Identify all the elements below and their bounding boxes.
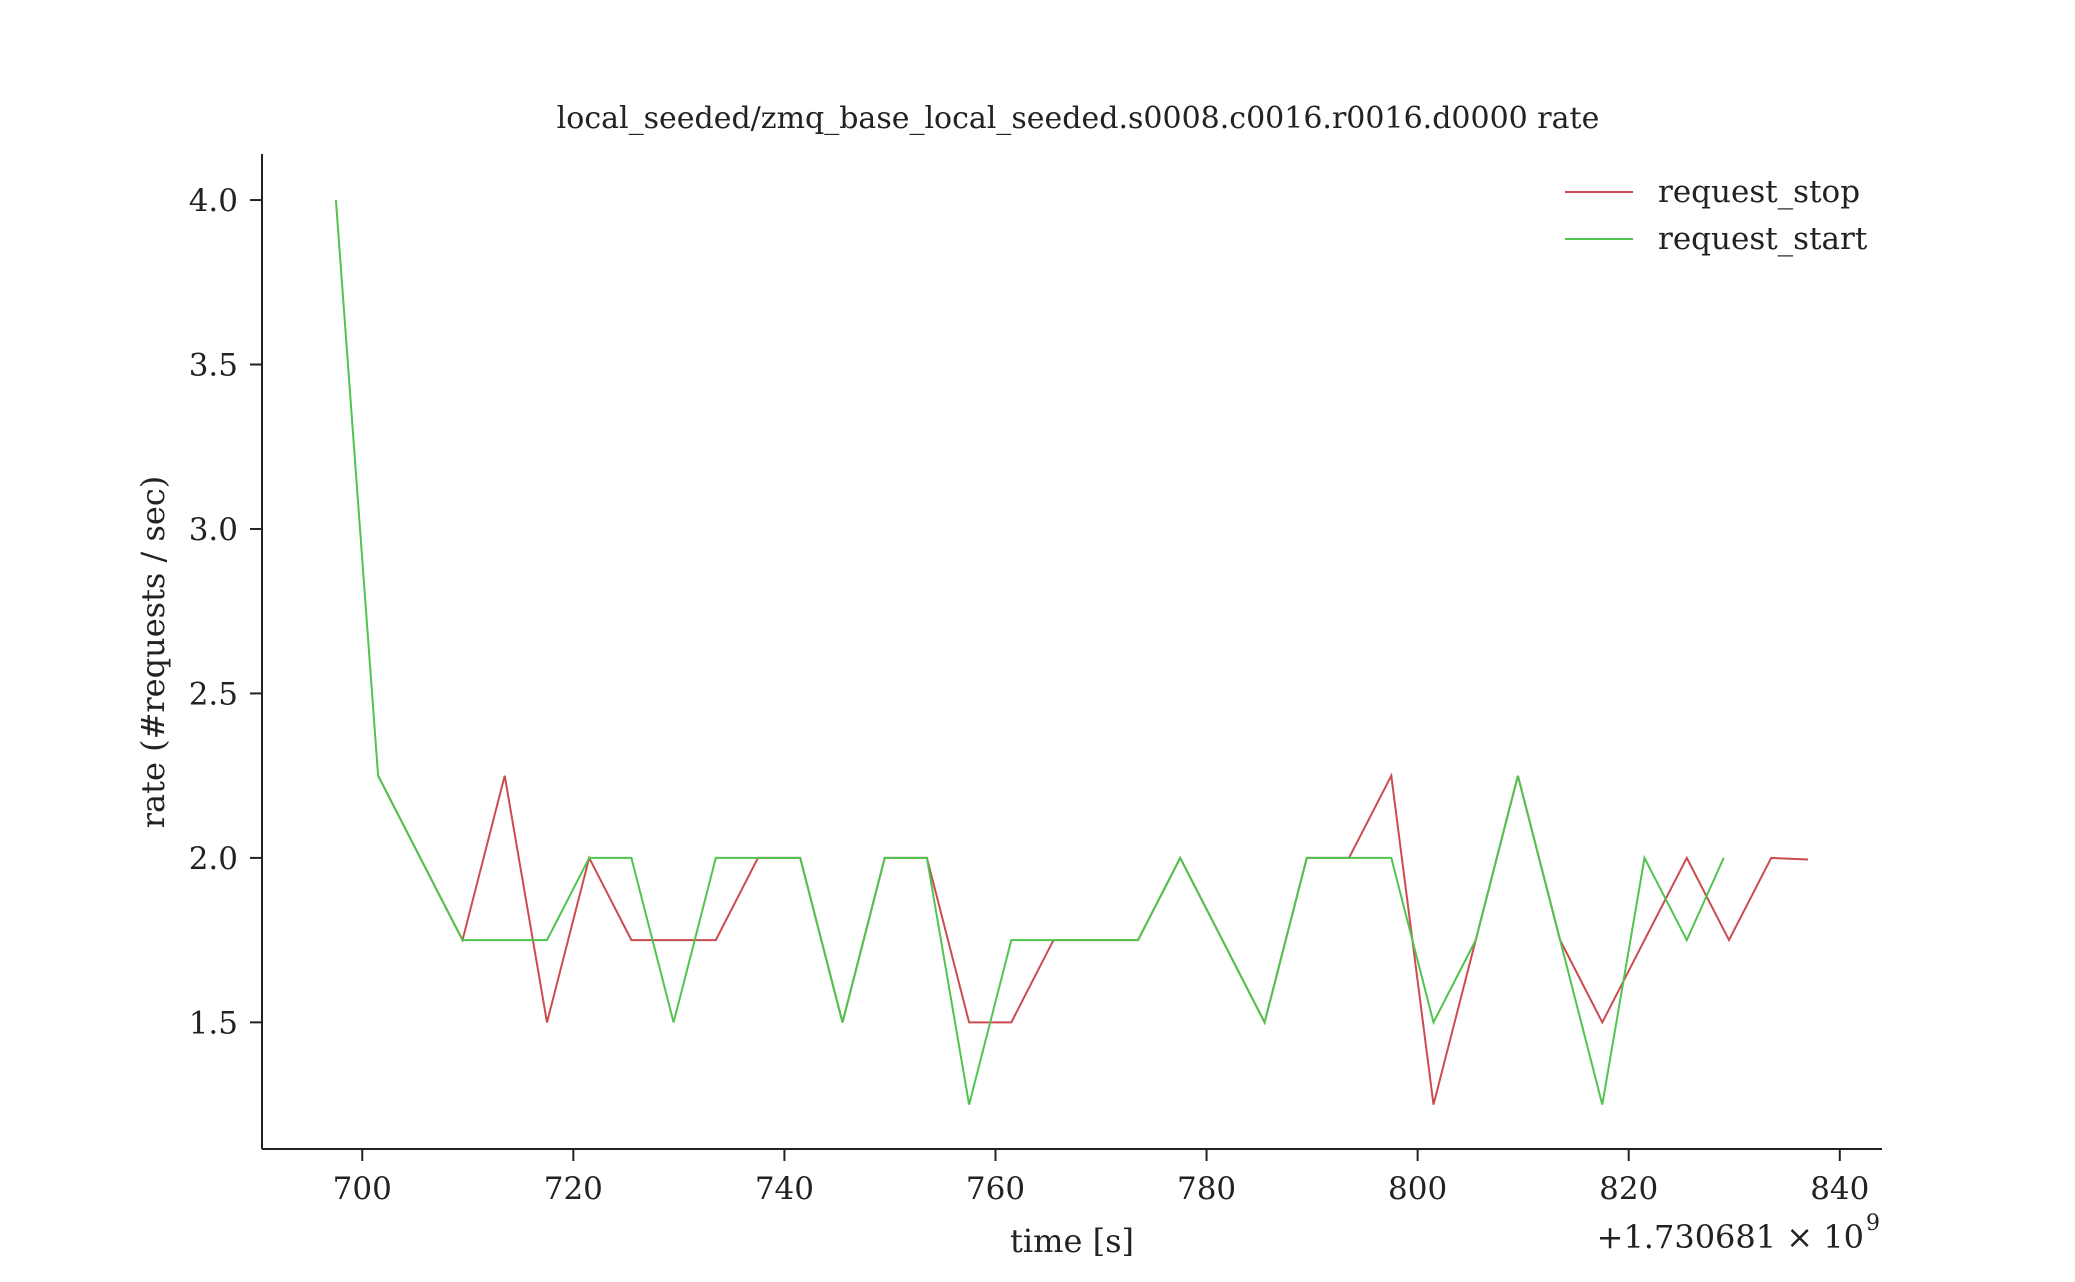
- x-axis-label: time [s]: [1010, 1222, 1134, 1260]
- y-tick-label: 2.0: [189, 841, 238, 877]
- y-axis-label: rate (#requests / sec): [134, 476, 172, 829]
- plot-lines: [334, 199, 1809, 1105]
- x-tick-label: 780: [1177, 1171, 1236, 1207]
- x-tick-label: 720: [544, 1171, 603, 1207]
- x-tick-label: 840: [1810, 1171, 1869, 1207]
- x-tick-label: 700: [333, 1171, 392, 1207]
- legend-label-request-start: request_start: [1658, 221, 1868, 257]
- series-line-request-start: [334, 199, 1725, 1105]
- chart-title: local_seeded/zmq_base_local_seeded.s0008…: [557, 101, 1600, 136]
- y-tick-label: 3.5: [189, 348, 238, 384]
- y-axis-ticks: 1.5 2.0 2.5 3.0 3.5 4.0: [189, 183, 262, 1041]
- y-tick-label: 1.5: [189, 1005, 238, 1041]
- x-axis-ticks: 700 720 740 760 780 800 820 840: [333, 1149, 1869, 1207]
- y-tick-label: 4.0: [189, 183, 238, 219]
- x-tick-label: 800: [1388, 1171, 1447, 1207]
- x-axis-offset-exponent: 9: [1866, 1211, 1880, 1236]
- x-tick-label: 820: [1599, 1171, 1658, 1207]
- legend-label-request-stop: request_stop: [1658, 174, 1860, 210]
- x-tick-label: 760: [966, 1171, 1025, 1207]
- x-tick-label: 740: [755, 1171, 814, 1207]
- x-axis-offset-label: +1.730681 × 10: [1597, 1218, 1864, 1256]
- y-tick-label: 2.5: [189, 676, 238, 712]
- y-tick-label: 3.0: [189, 512, 238, 548]
- legend: request_stop request_start: [1565, 174, 1868, 257]
- x-axis-offset-base: +1.730681 × 10: [1597, 1218, 1864, 1256]
